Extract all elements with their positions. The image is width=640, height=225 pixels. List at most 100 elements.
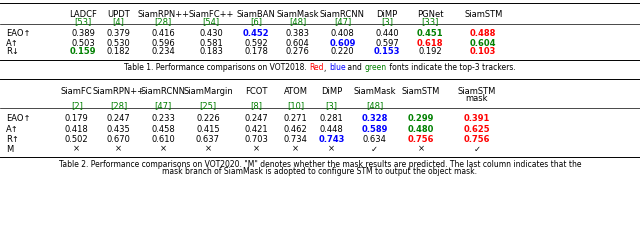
Text: SiamSTM: SiamSTM [458,87,496,96]
Text: DiMP: DiMP [321,87,342,96]
Text: ✓: ✓ [371,144,378,153]
Text: [33]: [33] [421,17,439,26]
Text: SiamRCNN: SiamRCNN [320,10,365,19]
Text: 0.440: 0.440 [376,29,399,38]
Text: 0.435: 0.435 [106,124,131,133]
Text: ×: × [328,144,335,153]
Text: SiamSTM: SiamSTM [464,10,502,19]
Text: 0.634: 0.634 [362,134,387,143]
Text: 0.596: 0.596 [151,38,175,47]
Text: [4]: [4] [113,17,124,26]
Text: 0.233: 0.233 [151,114,175,123]
Text: [53]: [53] [75,17,92,26]
Text: 0.756: 0.756 [463,134,490,143]
Text: 0.502: 0.502 [65,134,88,143]
Text: 0.592: 0.592 [244,38,268,47]
Text: 0.597: 0.597 [375,38,399,47]
Text: 0.703: 0.703 [244,134,268,143]
Text: 0.276: 0.276 [285,47,310,56]
Text: 0.604: 0.604 [470,38,497,47]
Text: ×: × [74,144,80,153]
Text: 0.610: 0.610 [151,134,175,143]
Text: mask branch of SiamMask is adopted to configure STM to output the object mask.: mask branch of SiamMask is adopted to co… [163,167,477,176]
Text: SiamBAN: SiamBAN [237,10,275,19]
Text: 0.637: 0.637 [196,134,220,143]
Text: [3]: [3] [381,17,393,26]
Text: 0.743: 0.743 [318,134,345,143]
Text: [47]: [47] [155,101,172,110]
Text: 0.581: 0.581 [199,38,223,47]
Text: 0.247: 0.247 [244,114,268,123]
Text: 0.670: 0.670 [106,134,131,143]
Text: 0.458: 0.458 [151,124,175,133]
Text: 0.153: 0.153 [374,47,401,56]
Text: 0.430: 0.430 [199,29,223,38]
Text: ×: × [253,144,259,153]
Text: 0.226: 0.226 [196,114,220,123]
Text: and: and [346,63,365,72]
Text: 0.734: 0.734 [284,134,308,143]
Text: 0.103: 0.103 [470,47,497,56]
Text: 0.589: 0.589 [361,124,388,133]
Text: 0.421: 0.421 [244,124,268,133]
Text: ✓: ✓ [474,144,480,153]
Text: LADCF: LADCF [69,10,97,19]
Text: UPDT: UPDT [107,10,130,19]
Text: [54]: [54] [203,17,220,26]
Text: 0.756: 0.756 [408,134,435,143]
Text: 0.452: 0.452 [243,29,269,38]
Text: SiamMargin: SiamMargin [183,87,233,96]
Text: 0.281: 0.281 [319,114,344,123]
Text: 0.618: 0.618 [417,38,444,47]
Text: [6]: [6] [250,17,262,26]
Text: 0.192: 0.192 [419,47,442,56]
Text: ×: × [115,144,122,153]
Text: ×: × [205,144,211,153]
Text: FCOT: FCOT [245,87,267,96]
Text: 0.408: 0.408 [330,29,355,38]
Text: SiamFC++: SiamFC++ [189,10,234,19]
Text: [48]: [48] [366,101,383,110]
Text: 0.530: 0.530 [106,38,131,47]
Text: mask: mask [465,94,488,103]
Text: 0.234: 0.234 [151,47,175,56]
Text: ATOM: ATOM [284,87,308,96]
Text: ×: × [292,144,299,153]
Text: 0.480: 0.480 [408,124,435,133]
Text: green: green [365,63,387,72]
Text: 0.183: 0.183 [199,47,223,56]
Text: PGNet: PGNet [417,10,444,19]
Text: Table 1. Performance comparisons on VOT2018.: Table 1. Performance comparisons on VOT2… [124,63,310,72]
Text: 0.328: 0.328 [361,114,388,123]
Text: EAO↑: EAO↑ [6,29,31,38]
Text: 0.247: 0.247 [106,114,131,123]
Text: ×: × [160,144,166,153]
Text: [8]: [8] [250,101,262,110]
Text: R↓: R↓ [6,47,19,56]
Text: 0.462: 0.462 [284,124,308,133]
Text: 0.220: 0.220 [331,47,354,56]
Text: [28]: [28] [110,101,127,110]
Text: 0.159: 0.159 [70,47,97,56]
Text: SiamMask: SiamMask [276,10,319,19]
Text: Red: Red [310,63,324,72]
Text: SiamSTM: SiamSTM [402,87,440,96]
Text: 0.391: 0.391 [463,114,490,123]
Text: 0.451: 0.451 [417,29,444,38]
Text: [10]: [10] [287,101,304,110]
Text: 0.379: 0.379 [106,29,131,38]
Text: 0.604: 0.604 [285,38,310,47]
Text: 0.389: 0.389 [71,29,95,38]
Text: DiMP: DiMP [376,10,398,19]
Text: M: M [6,144,13,153]
Text: A↑: A↑ [6,124,19,133]
Text: [3]: [3] [326,101,337,110]
Text: 0.178: 0.178 [244,47,268,56]
Text: [28]: [28] [155,17,172,26]
Text: 0.503: 0.503 [71,38,95,47]
Text: SiamRPN++: SiamRPN++ [137,10,189,19]
Text: [47]: [47] [334,17,351,26]
Text: 0.625: 0.625 [463,124,490,133]
Text: SiamFC: SiamFC [61,87,93,96]
Text: ×: × [418,144,424,153]
